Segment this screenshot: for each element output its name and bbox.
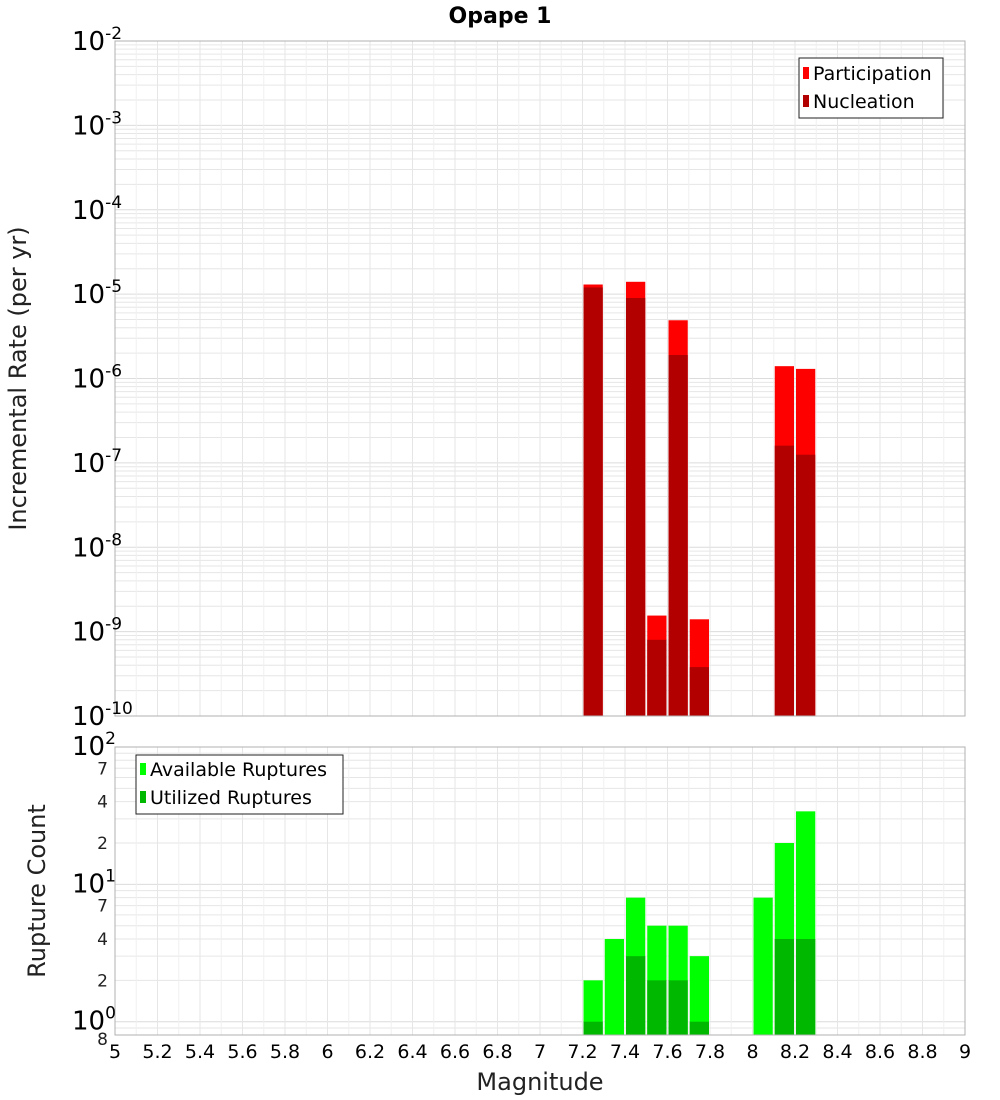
y-minor-tick-label: 7 <box>97 759 108 779</box>
y-tick-label: 10-9 <box>72 615 122 648</box>
y-tick-label: 10-3 <box>72 108 122 141</box>
y-axis-title: Incremental Rate (per yr) <box>4 226 32 530</box>
y-tick-label: 10-8 <box>72 530 122 563</box>
x-tick-label: 6.4 <box>397 1041 427 1063</box>
y-tick-label: 100 <box>72 1004 116 1037</box>
legend: Participation Nucleation <box>798 57 944 119</box>
legend-box <box>135 754 344 815</box>
y-tick-label: 101 <box>72 866 116 899</box>
rate-plot: 10-10 10-9 10-8 10-7 10-6 10-5 10-4 10-3 10-2 Inc… <box>4 24 966 732</box>
legend-label: Nucleation <box>813 91 915 113</box>
bar-nucleation <box>689 667 709 716</box>
y-tick-label: 102 <box>72 729 116 762</box>
legend-label: Available Ruptures <box>150 759 327 781</box>
bar-nucleation <box>647 639 667 716</box>
legend-box <box>798 57 944 119</box>
y-tick-label: 10-5 <box>72 277 122 310</box>
legend-swatch <box>803 95 809 107</box>
plot-frame <box>114 40 966 717</box>
bar-utilized-ruptures <box>626 956 646 1035</box>
legend-swatch <box>803 67 809 79</box>
x-tick-label: 6.2 <box>355 1041 385 1063</box>
bar-available-ruptures <box>689 956 709 1035</box>
series-nucleation <box>583 287 816 716</box>
y-axis-title: Rupture Count <box>23 804 51 978</box>
y-tick-label: 10-2 <box>72 24 122 57</box>
x-tick-label: 5.4 <box>185 1041 215 1063</box>
y-tick-label: 10-4 <box>72 193 122 226</box>
y-minor-tick-label: 2 <box>97 971 108 991</box>
y-minor-tick-label: 4 <box>97 930 108 950</box>
bar-utilized-ruptures <box>689 1021 709 1035</box>
y-minor-tick-label: 7 <box>97 897 108 917</box>
x-tick-label: 8.8 <box>907 1041 937 1063</box>
x-tick-label: 7.8 <box>695 1041 725 1063</box>
y-tick-label: 10-10 <box>72 699 133 732</box>
legend-swatch <box>140 791 146 803</box>
y-minor-tick-label: 8 <box>97 1030 108 1050</box>
bar-utilized-ruptures <box>774 939 794 1035</box>
bar-nucleation <box>583 287 603 716</box>
bar-nucleation <box>626 297 646 716</box>
grid <box>114 40 966 717</box>
x-tick-label: 7.6 <box>652 1041 682 1063</box>
chart-title: Opape 1 <box>449 4 552 29</box>
x-tick-label: 9 <box>959 1041 971 1063</box>
bar-nucleation <box>796 454 816 716</box>
bar-utilized-ruptures <box>796 939 816 1035</box>
x-tick-label: 5 <box>109 1041 121 1063</box>
bar-utilized-ruptures <box>647 980 667 1035</box>
x-tick-label: 8 <box>746 1041 758 1063</box>
bar-utilized-ruptures <box>583 1021 603 1035</box>
legend-label: Utilized Ruptures <box>150 787 312 809</box>
x-tick-label: 5.2 <box>142 1041 172 1063</box>
bar-available-ruptures <box>583 980 603 1035</box>
legend-swatch <box>140 763 146 775</box>
bar-nucleation <box>668 354 688 716</box>
y-minor-tick-label: 2 <box>97 834 108 854</box>
legend-label: Participation <box>813 63 932 85</box>
plot-frame <box>114 746 966 1036</box>
x-axis-title: Magnitude <box>476 1068 603 1096</box>
y-tick-label: 10-7 <box>72 446 122 479</box>
grid <box>114 746 966 1035</box>
bar-utilized-ruptures <box>668 980 688 1035</box>
y-tick-label: 10-6 <box>72 362 122 395</box>
x-tick-label: 6.6 <box>440 1041 470 1063</box>
series-utilized-ruptures <box>583 939 816 1035</box>
x-tick-label: 7.2 <box>567 1041 597 1063</box>
x-tick-label: 6.8 <box>482 1041 512 1063</box>
x-tick-label: 8.4 <box>822 1041 852 1063</box>
bar-available-ruptures <box>604 939 624 1035</box>
bar-nucleation <box>774 445 794 716</box>
bar-available-ruptures <box>753 897 773 1035</box>
x-tick-label: 8.2 <box>780 1041 810 1063</box>
rupture-count-plot: 100 101 102 8 2 4 7 2 4 7 5 5.2 5.4 5.6 5.8 6 6.2 6.4 6.6 6… <box>23 729 971 1096</box>
x-tick-label: 5.8 <box>270 1041 300 1063</box>
x-tick-label: 8.6 <box>865 1041 895 1063</box>
y-minor-tick-label: 4 <box>97 793 108 813</box>
x-tick-label: 5.6 <box>227 1041 257 1063</box>
x-tick-label: 6 <box>321 1041 333 1063</box>
x-tick-label: 7.4 <box>610 1041 640 1063</box>
legend: Available Ruptures Utilized Ruptures <box>135 754 344 815</box>
x-tick-label: 7 <box>534 1041 546 1063</box>
